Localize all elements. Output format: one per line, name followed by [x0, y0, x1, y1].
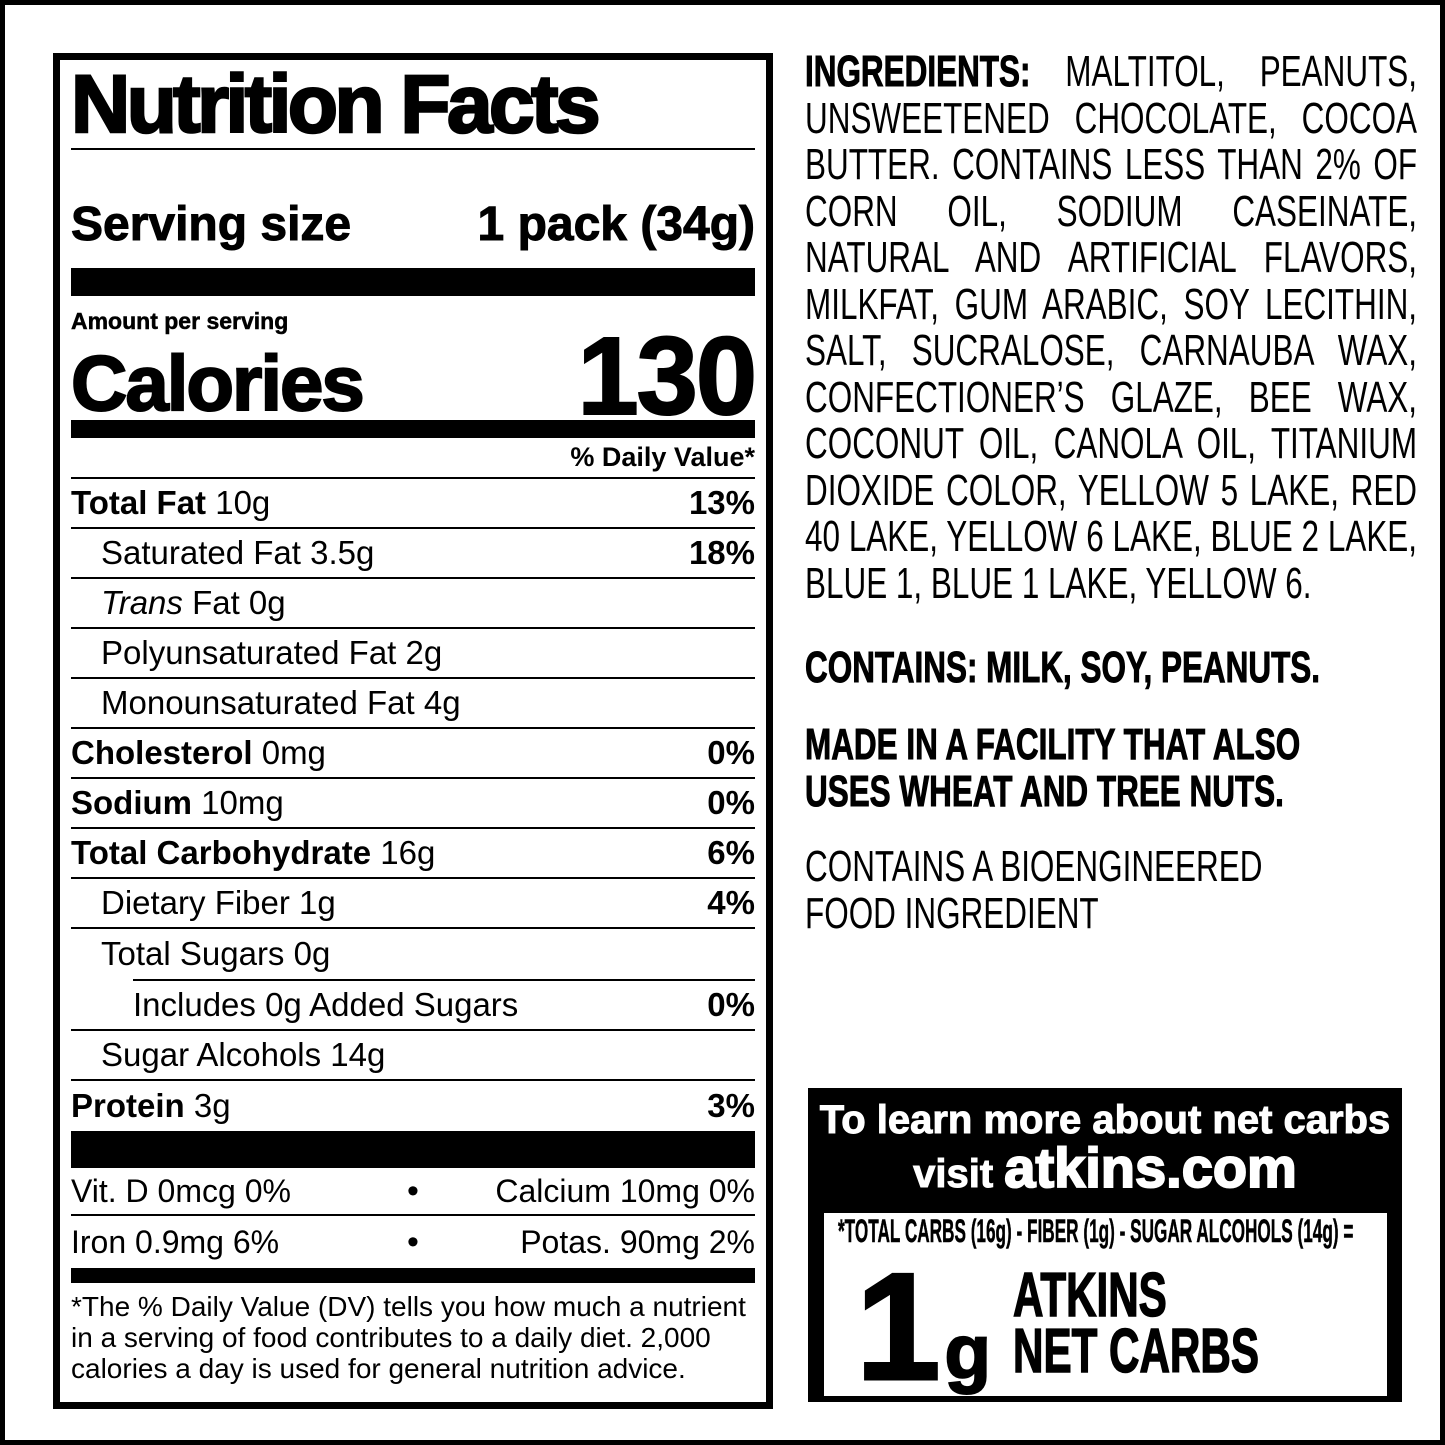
serving-size-value: 1 pack (34g) — [477, 198, 755, 251]
facility-statement: MADE IN A FACILITY THAT ALSO USES WHEAT … — [805, 720, 1301, 816]
net-carbs-headline: To learn more about net carbs — [819, 1098, 1391, 1143]
row-trans-fat: Trans Fat 0g — [71, 579, 755, 629]
calories-value: 130 — [576, 315, 758, 438]
medium-divider — [71, 1268, 755, 1283]
row-total-sugars: Total Sugars 0g — [101, 935, 331, 972]
thick-divider — [71, 1131, 755, 1168]
net-carbs-value: 1 — [855, 1242, 942, 1412]
allergen-contains-statement: CONTAINS: MILK, SOY, PEANUTS. — [805, 643, 1321, 692]
micronutrient-row-2: Iron 0.9mg 6% • Potas. 90mg 2% — [71, 1222, 755, 1261]
micronutrient-row-1: Vit. D 0mcg 0% • Calcium 10mg 0% — [71, 1168, 755, 1216]
ingredients-line: BUTTER. CONTAINS LESS THAN 2% OF — [805, 140, 1418, 189]
atkins-net-carbs-brand: ATKINS NET CARBS — [1012, 1261, 1259, 1386]
ingredients-column: INGREDIENTS: MALTITOL, PEANUTS, UNSWEETE… — [805, 47, 1418, 938]
net-carbs-formula: *TOTAL CARBS (16g) - FIBER (1g) - SUGAR … — [838, 1213, 1354, 1250]
ingredients-line: NATURAL AND ARTIFICIAL FLAVORS, — [805, 233, 1418, 282]
daily-value-header: % Daily Value* — [71, 438, 755, 479]
ingredients-line: CONFECTIONER’S GLAZE, BEE WAX, — [805, 372, 1418, 422]
row-total-carbohydrate: Total Carbohydrate 16g 6% — [71, 829, 755, 879]
bullet-separator: • — [407, 1222, 419, 1261]
net-carbs-inner-box: *TOTAL CARBS (16g) - FIBER (1g) - SUGAR … — [824, 1213, 1387, 1412]
ingredients-line: DIOXIDE COLOR, YELLOW 5 LAKE, RED — [805, 465, 1418, 515]
atkins-domain-text: atkins.com — [1003, 1136, 1298, 1199]
panel-title: Nutrition Facts — [70, 59, 602, 150]
ingredients-line: 40 LAKE, YELLOW 6 LAKE, BLUE 2 LAKE, — [805, 512, 1418, 561]
indented-rule — [133, 979, 755, 981]
calories-label: Calories — [70, 339, 366, 427]
bullet-separator: • — [407, 1171, 419, 1210]
thick-divider — [71, 268, 755, 296]
row-sugar-alcohols: Sugar Alcohols 14g — [71, 1031, 755, 1081]
ingredients-line: MILKFAT, GUM ARABIC, SOY LECITHIN, — [805, 279, 1418, 329]
row-dietary-fiber: Dietary Fiber 1g 4% — [71, 879, 755, 929]
ingredients-line: COCONUT OIL, CANOLA OIL, TITANIUM — [805, 419, 1418, 468]
ingredients-line: INGREDIENTS: MALTITOL, PEANUTS, — [805, 47, 1418, 96]
row-total-fat: Total Fat 10g 13% — [71, 479, 755, 529]
row-cholesterol: Cholesterol 0mg 0% — [71, 729, 755, 779]
row-added-sugars: Includes 0g Added Sugars 0% — [71, 981, 755, 1031]
nutrition-facts-panel: Nutrition Facts Serving size 1 pack (34g… — [53, 53, 773, 1409]
ingredients-line: CORN OIL, SODIUM CASEINATE, — [805, 186, 1418, 236]
net-carbs-visit-line: visit atkins.com — [913, 1136, 1298, 1199]
calories-row: Calories 130 — [70, 315, 758, 438]
serving-size-label: Serving size — [70, 198, 352, 251]
row-monounsaturated-fat: Monounsaturated Fat 4g — [71, 679, 755, 729]
row-protein: Protein 3g 3% — [71, 1087, 755, 1124]
row-polyunsaturated-fat: Polyunsaturated Fat 2g — [71, 629, 755, 679]
ingredients-line: BLUE 1, BLUE 1 LAKE, YELLOW 6. — [805, 558, 1312, 608]
row-saturated-fat: Saturated Fat 3.5g 18% — [71, 529, 755, 579]
daily-value-footnote: *The % Daily Value (DV) tells you how mu… — [71, 1291, 746, 1384]
serving-size-row: Serving size 1 pack (34g) — [70, 198, 755, 251]
ingredients-line: SALT, SUCRALOSE, CARNAUBA WAX, — [805, 326, 1418, 375]
ingredients-line: UNSWEETENED CHOCOLATE, COCOA — [805, 93, 1418, 143]
bioengineered-statement: CONTAINS A BIOENGINEERED FOOD INGREDIENT — [805, 842, 1263, 938]
row-sodium: Sodium 10mg 0% — [71, 779, 755, 829]
net-carbs-result: 1 g ATKINS NET CARBS — [855, 1242, 1375, 1412]
ingredients-label: INGREDIENTS: — [805, 47, 1031, 96]
amount-per-serving-label: Amount per serving — [71, 308, 289, 335]
net-carbs-unit: g — [944, 1310, 992, 1395]
net-carbs-box: To learn more about net carbs visit atki… — [808, 1088, 1402, 1412]
medium-divider — [71, 420, 755, 438]
title-rule — [71, 148, 755, 150]
